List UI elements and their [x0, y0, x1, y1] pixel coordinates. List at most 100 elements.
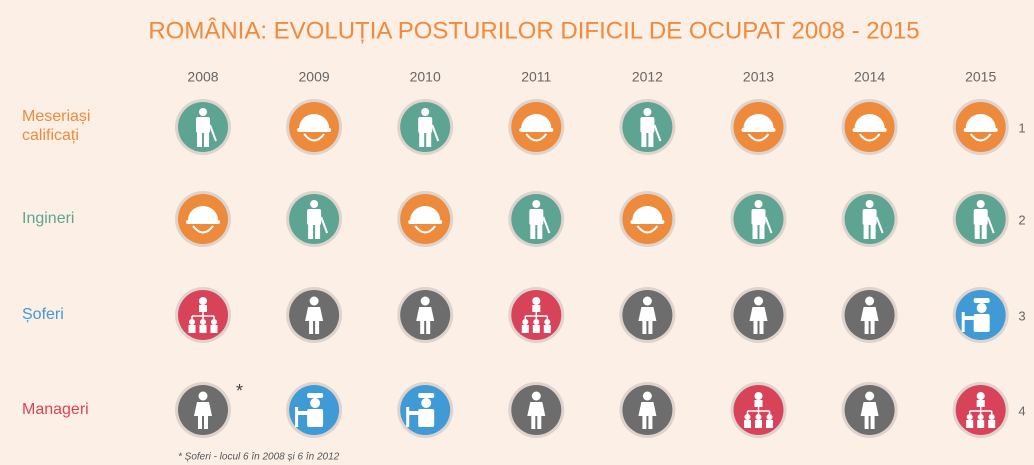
icon-shape — [759, 225, 765, 239]
icon-shape — [966, 420, 974, 428]
cell-icon — [175, 287, 231, 343]
icon-shape — [986, 216, 995, 234]
cell-icon — [619, 99, 676, 155]
rank-label: 2 — [1018, 212, 1025, 227]
cell-icon — [397, 382, 454, 438]
icon-shape — [426, 321, 431, 334]
icon-shape — [524, 312, 549, 319]
icon-shape — [754, 200, 763, 208]
icon-shape — [307, 409, 324, 427]
year-label: 2013 — [743, 69, 774, 85]
icon-shape — [870, 416, 875, 429]
icon-shape — [968, 407, 993, 414]
icon-shape — [875, 216, 884, 234]
cell-icon — [841, 287, 898, 343]
icon-shape — [418, 117, 433, 133]
icon-shape — [741, 128, 776, 132]
icon-shape — [870, 321, 875, 334]
cell-icon — [841, 191, 898, 247]
icon-shape — [199, 305, 207, 312]
icon-shape — [961, 312, 965, 332]
icon-shape — [753, 321, 758, 334]
icon-shape — [865, 296, 875, 306]
icon-shape — [532, 325, 540, 333]
icon-shape — [521, 114, 552, 128]
cell-icon — [508, 382, 565, 438]
icon-shape — [320, 216, 329, 234]
icon-shape — [188, 206, 218, 220]
footnote: * Șoferi - locul 6 în 2008 și 6 în 2012 — [178, 452, 340, 463]
icon-shape — [864, 416, 869, 429]
icon-shape — [751, 209, 766, 225]
icon-shape — [198, 391, 208, 401]
icon-shape — [973, 298, 990, 303]
row-label: Ingineri — [22, 210, 75, 227]
icon-shape — [537, 225, 543, 239]
cell-icon — [952, 287, 1009, 343]
icon-shape — [973, 209, 988, 225]
icon-shape — [642, 321, 647, 334]
icon-shape — [754, 296, 763, 306]
icon-shape — [199, 297, 207, 305]
cell-icon — [508, 287, 565, 343]
icon-shape — [533, 319, 540, 325]
icon-shape — [204, 133, 209, 147]
row-label: Șoferi — [22, 306, 64, 323]
cell-icon — [286, 191, 343, 247]
icon-shape — [863, 225, 869, 239]
icon-shape — [865, 200, 874, 208]
icon-shape — [408, 220, 443, 224]
icon-shape — [755, 420, 762, 428]
icon-shape — [638, 307, 657, 321]
cell-icon — [952, 382, 1009, 438]
icon-shape — [965, 114, 996, 128]
cell-icon — [175, 99, 231, 155]
icon-shape — [766, 414, 773, 420]
icon-shape — [198, 416, 202, 429]
icon-shape — [194, 402, 212, 416]
icon-shape — [431, 124, 440, 142]
icon-shape — [426, 133, 432, 147]
icon-shape — [305, 307, 324, 321]
cell-icon — [508, 99, 565, 155]
icon-shape — [648, 133, 654, 147]
icon-shape — [527, 402, 546, 416]
rank-label: 1 — [1018, 120, 1025, 135]
icon-shape — [307, 393, 324, 398]
icon-shape — [641, 133, 647, 147]
cell-icon — [841, 382, 898, 438]
cell-icon — [730, 99, 787, 155]
rank-label: 4 — [1018, 403, 1025, 418]
icon-shape — [638, 402, 657, 416]
icon-shape — [197, 133, 202, 147]
icon-shape — [852, 128, 887, 132]
icon-shape — [407, 411, 420, 415]
icon-shape — [199, 108, 207, 116]
icon-shape — [295, 407, 299, 427]
cell-icon — [175, 191, 231, 247]
icon-shape — [642, 416, 647, 429]
icon-shape — [542, 216, 551, 234]
cell-icon — [397, 99, 454, 155]
icon-shape — [754, 392, 763, 400]
cell-icon — [286, 287, 343, 343]
cell-icon — [730, 287, 787, 343]
icon-shape — [862, 209, 877, 225]
icon-shape — [315, 225, 321, 239]
icon-shape — [416, 307, 435, 321]
cell-icon — [619, 382, 676, 438]
icon-shape — [746, 407, 771, 414]
icon-shape — [303, 133, 325, 142]
icon-shape — [531, 391, 541, 401]
icon-shape — [204, 416, 208, 429]
icon-shape — [858, 133, 881, 142]
icon-shape — [531, 416, 536, 429]
icon-shape — [519, 128, 554, 132]
row-label: Manageri — [22, 401, 89, 418]
cell-icon — [952, 99, 1009, 155]
row-label: Meseriași calificați — [22, 108, 91, 144]
icon-shape — [189, 319, 195, 325]
icon-shape — [743, 114, 774, 128]
